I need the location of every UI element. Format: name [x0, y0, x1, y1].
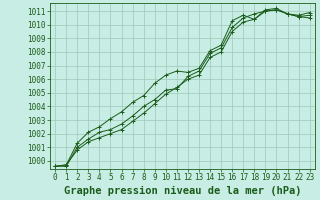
X-axis label: Graphe pression niveau de la mer (hPa): Graphe pression niveau de la mer (hPa) — [64, 186, 301, 196]
